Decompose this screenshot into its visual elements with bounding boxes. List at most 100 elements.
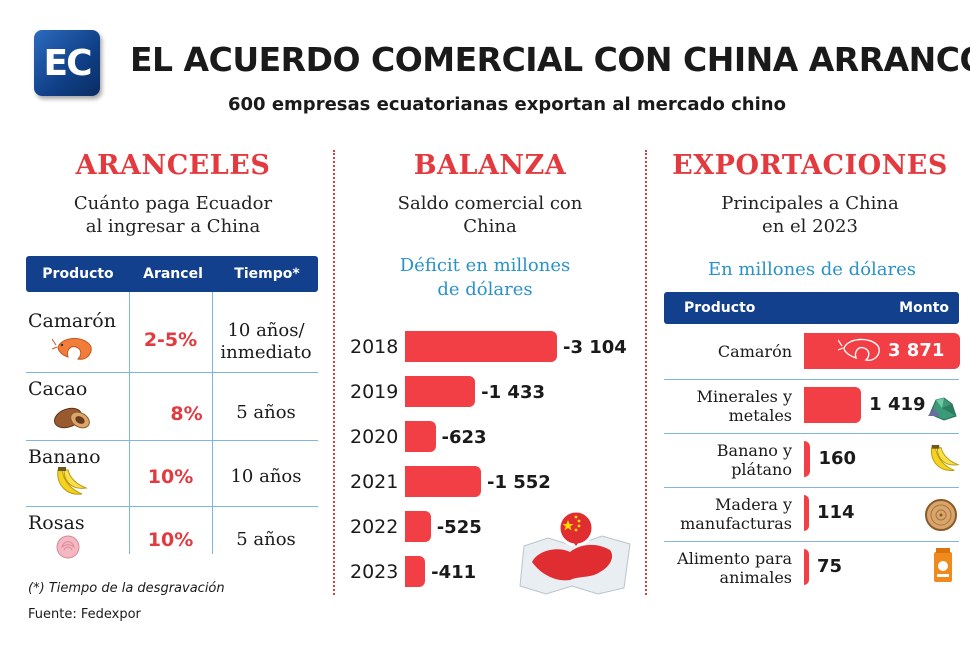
- col-producto: Producto: [42, 266, 114, 282]
- export-product-label-line: metales: [728, 406, 792, 425]
- aranceles-row-producto: Camarón: [28, 310, 116, 332]
- balanza-year-label: 2019: [350, 381, 399, 403]
- export-row-divider: [664, 487, 959, 488]
- page-subtitle: 600 empresas ecuatorianas exportan al me…: [228, 94, 786, 115]
- aranceles-row-producto: Rosas: [28, 512, 85, 534]
- export-product-label-line: Minerales y: [696, 387, 792, 406]
- aranceles-desc-1: Cuánto paga Ecuador: [73, 193, 273, 214]
- export-row-divider: [664, 541, 959, 542]
- balanza-year-label: 2018: [350, 336, 399, 358]
- balanza-bar: [405, 466, 481, 497]
- rose-icon: [56, 535, 80, 559]
- divider-right: [645, 150, 647, 595]
- balanza-bar: [405, 421, 436, 452]
- export-row-divider: [664, 379, 959, 380]
- cacao-icon: [53, 407, 90, 429]
- balanza-value-label: -1 433: [481, 382, 546, 403]
- aranceles-row-tiempo: 10 años: [230, 466, 302, 487]
- export-value-label: 1 419: [869, 394, 926, 415]
- table-rowline-3: [26, 506, 318, 507]
- col-arancel: Arancel: [143, 266, 203, 282]
- table-rowline-2: [26, 440, 318, 441]
- china-map-icon: [519, 509, 631, 595]
- balanza-value-label: -3 104: [563, 337, 627, 358]
- balanza-year-label: 2023: [350, 561, 399, 583]
- balanza-value-label: -623: [441, 427, 487, 448]
- ec-logo: EC: [34, 30, 100, 96]
- balanza-value-label: -411: [431, 562, 477, 583]
- aranceles-row-arancel: 10%: [147, 529, 194, 551]
- export-product-label: Madera y manufacturas: [650, 495, 792, 533]
- shrimp-icon: [838, 338, 880, 361]
- aranceles-row-arancel: 2-5%: [143, 329, 198, 351]
- aranceles-heading: ARANCELES: [75, 150, 271, 181]
- banana-icon: [57, 467, 88, 495]
- balanza-bar: [405, 556, 426, 587]
- aranceles-row-tiempo: 5 años: [236, 402, 296, 423]
- export-value-label: 75: [817, 556, 843, 577]
- aranceles-row-tiempo: 10 años/: [227, 320, 305, 341]
- export-product-label: Alimento para animales: [650, 549, 792, 587]
- balanza-bar: [405, 331, 557, 362]
- balanza-value-label: -1 552: [487, 472, 551, 493]
- exportaciones-desc-2: en el 2023: [762, 216, 858, 237]
- export-bar: [804, 441, 811, 477]
- export-bar: [804, 387, 862, 423]
- balanza-year-label: 2020: [350, 426, 399, 448]
- table-vline-2: [212, 292, 213, 554]
- pet-food-icon: [934, 548, 952, 582]
- col-producto: Producto: [684, 300, 756, 316]
- export-product-label-line: Banano y: [716, 441, 792, 460]
- aranceles-row-tiempo-2: inmediato: [220, 342, 312, 363]
- exportaciones-units: En millones de dólares: [707, 259, 917, 280]
- exportaciones-table-header: Producto Monto: [664, 292, 959, 324]
- aranceles-row-arancel: 10%: [147, 466, 194, 488]
- aranceles-row-producto: Banano: [28, 446, 101, 468]
- export-product-label-line: animales: [719, 568, 792, 587]
- aranceles-footnote: (*) Tiempo de la desgravación: [28, 581, 225, 596]
- balanza-year-label: 2022: [350, 516, 399, 538]
- balanza-year-label: 2021: [350, 471, 399, 493]
- balanza-units-2: de dólares: [437, 279, 533, 300]
- export-value-label: 114: [817, 502, 855, 523]
- mineral-icon: [928, 397, 957, 421]
- export-product-label-line: plátano: [731, 460, 792, 479]
- balanza-desc-1: Saldo comercial con: [397, 193, 583, 214]
- table-vline-1: [129, 292, 130, 554]
- col-tiempo: Tiempo*: [234, 266, 300, 282]
- aranceles-desc-2: al ingresar a China: [85, 216, 261, 237]
- balanza-units-1: Déficit en millones: [399, 255, 571, 276]
- page-title: EL ACUERDO COMERCIAL CON CHINA ARRANCÓ: [130, 40, 970, 79]
- export-bar: [804, 549, 809, 585]
- export-value-label: 160: [818, 448, 857, 469]
- export-product-label: Camarón: [650, 342, 792, 361]
- export-product-label-line: Alimento para: [677, 549, 792, 568]
- export-bar: [804, 333, 960, 369]
- aranceles-row-producto: Cacao: [28, 378, 88, 400]
- balanza-bar: [405, 376, 476, 407]
- table-rowline-1: [26, 372, 318, 373]
- shrimp-icon: [52, 338, 92, 360]
- export-product-label: Minerales y metales: [650, 387, 792, 425]
- banana-icon: [931, 444, 960, 471]
- aranceles-table-header: Producto Arancel Tiempo*: [26, 256, 318, 292]
- divider-left: [333, 150, 335, 595]
- balanza-heading: BALANZA: [413, 150, 567, 181]
- col-monto: Monto: [899, 300, 949, 316]
- export-product-label-line: manufacturas: [680, 514, 792, 533]
- export-row-divider: [664, 433, 959, 434]
- exportaciones-desc-1: Principales a China: [721, 193, 899, 214]
- export-product-label: Banano y plátano: [650, 441, 792, 479]
- export-bar: [804, 495, 809, 531]
- export-product-label-line: Madera y: [715, 495, 792, 514]
- exportaciones-heading: EXPORTACIONES: [672, 150, 948, 181]
- balanza-desc-2: China: [463, 216, 517, 237]
- aranceles-row-tiempo: 5 años: [236, 529, 296, 550]
- balanza-value-label: -525: [436, 517, 482, 538]
- balanza-bar: [405, 511, 431, 542]
- wood-icon: [925, 499, 957, 531]
- source-note: Fuente: Fedexpor: [28, 607, 141, 622]
- export-product-label-line: Camarón: [717, 342, 792, 361]
- export-value-label: 3 871: [888, 340, 945, 361]
- aranceles-row-arancel: 8%: [170, 403, 203, 425]
